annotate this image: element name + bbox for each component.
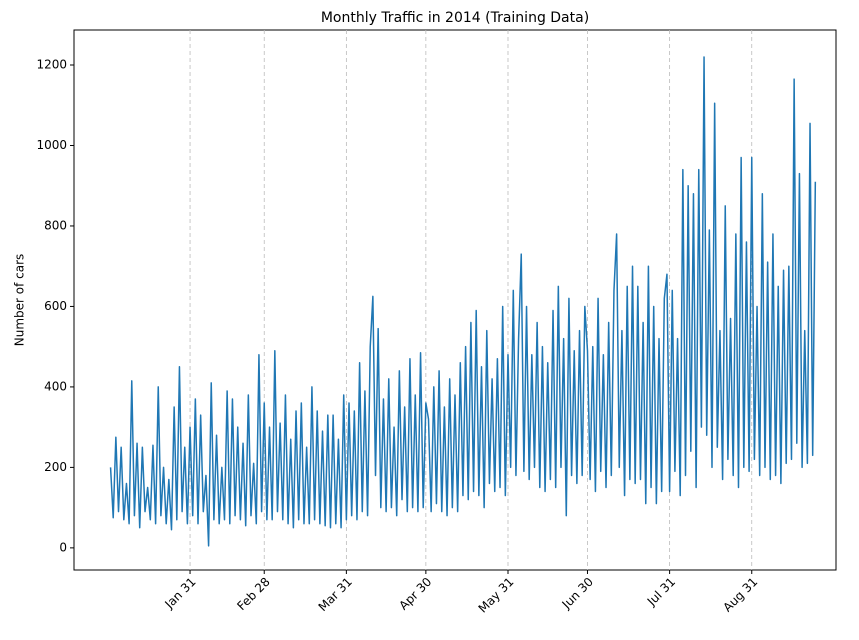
x-tick-label: Jul 31 <box>644 575 678 609</box>
x-tick-label: Mar 31 <box>316 575 355 614</box>
y-tick-label: 400 <box>44 379 67 393</box>
x-tick-label: May 31 <box>476 575 517 616</box>
y-tick-label: 1000 <box>36 138 67 152</box>
chart-title: Monthly Traffic in 2014 (Training Data) <box>321 10 589 26</box>
x-tick-label: Aug 31 <box>720 575 760 615</box>
y-tick-label: 200 <box>44 460 67 474</box>
y-tick-label: 800 <box>44 218 67 232</box>
y-tick-label: 1200 <box>36 58 67 72</box>
y-tick-label: 0 <box>59 540 67 554</box>
data-line <box>109 56 817 547</box>
x-tick-label: Feb 28 <box>234 575 272 613</box>
x-tick-label: Jan 31 <box>161 575 198 612</box>
x-tick-label: Apr 30 <box>396 575 434 613</box>
y-tick-label: 600 <box>44 299 67 313</box>
plot-frame <box>73 29 837 571</box>
x-tick-label: Jun 30 <box>559 575 596 612</box>
y-axis-label: Number of cars <box>13 254 27 347</box>
